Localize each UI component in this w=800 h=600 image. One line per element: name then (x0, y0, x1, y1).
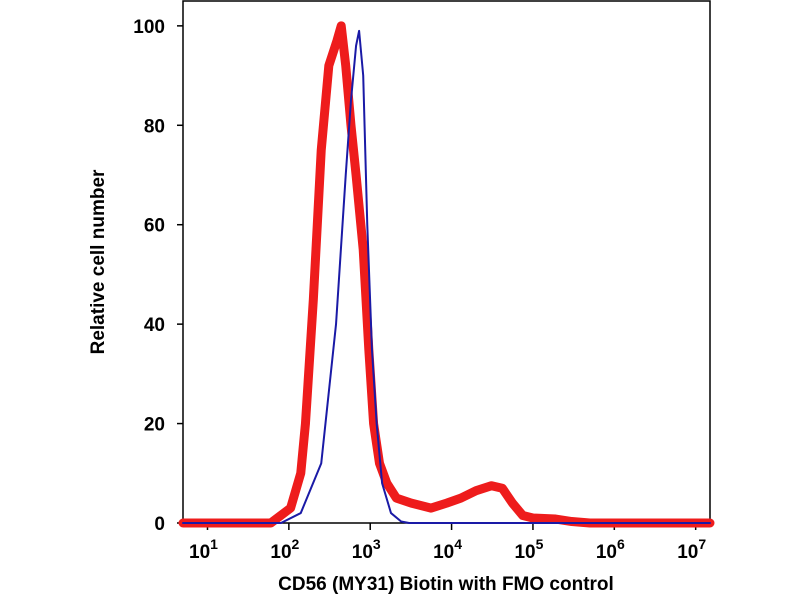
x-tick-exponent: 5 (536, 536, 544, 552)
x-axis-label: CD56 (MY31) Biotin with FMO control (278, 574, 614, 595)
x-tick-exponent: 3 (373, 536, 381, 552)
x-tick-label: 101 (189, 536, 218, 563)
x-tick-exponent: 2 (292, 536, 300, 552)
x-tick-exponent: 4 (454, 536, 462, 552)
x-tick-label: 104 (433, 536, 462, 563)
x-tick-label: 107 (677, 536, 706, 563)
y-tick-label: 60 (144, 216, 165, 237)
x-tick-base: 10 (189, 542, 210, 563)
y-tick-label: 0 (154, 514, 165, 535)
x-tick-exponent: 7 (698, 536, 706, 552)
x-tick-base: 10 (514, 542, 535, 563)
x-tick-base: 10 (596, 542, 617, 563)
x-tick-label: 102 (270, 536, 299, 563)
x-tick-base: 10 (677, 542, 698, 563)
x-tick-base: 10 (352, 542, 373, 563)
plot-frame (182, 0, 711, 524)
x-tick-base: 10 (270, 542, 291, 563)
y-tick-label: 40 (144, 315, 165, 336)
histogram-line (178, 21, 715, 528)
x-tick-base: 10 (433, 542, 454, 563)
y-tick-label: 100 (133, 17, 165, 38)
y-tick-label: 80 (144, 116, 165, 137)
x-tick-exponent: 6 (617, 536, 625, 552)
x-tick-exponent: 1 (210, 536, 218, 552)
histogram-line (182, 29, 711, 524)
x-tick-label: 106 (596, 536, 625, 563)
x-tick-label: 103 (352, 536, 381, 563)
y-tick-label: 20 (144, 415, 165, 436)
y-axis-label: Relative cell number (88, 169, 109, 354)
x-tick-label: 105 (514, 536, 543, 563)
